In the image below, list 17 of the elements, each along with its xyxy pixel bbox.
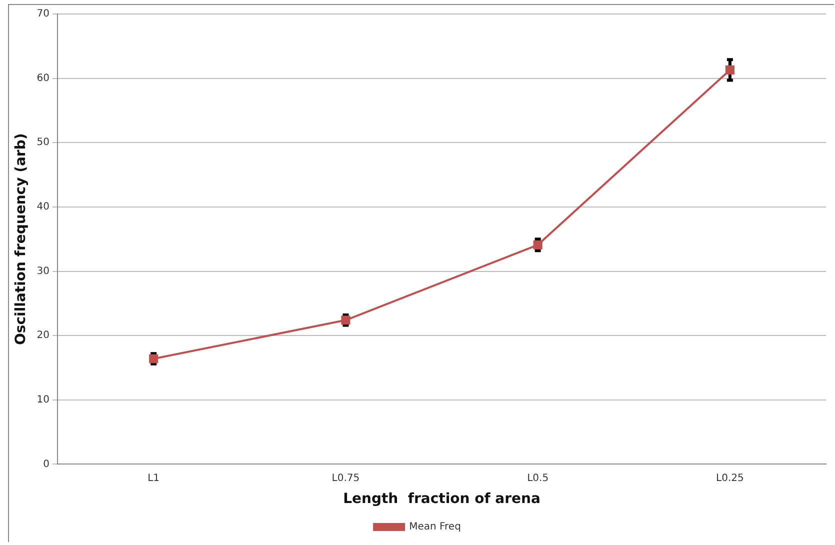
y-tick-label: 30: [36, 266, 50, 277]
x-axis-title: Length fraction of arena: [343, 491, 540, 508]
point: [725, 65, 734, 74]
y-tick-label: 10: [36, 394, 50, 406]
x-tick-label: L0.25: [716, 472, 744, 484]
legend-label: Mean Freq: [409, 522, 461, 533]
point: [533, 240, 542, 250]
x-tick-label: L1: [148, 472, 160, 484]
x-tick-label: L0.5: [527, 472, 549, 484]
x-tick-label: L0.75: [332, 472, 360, 484]
y-tick-label: 40: [36, 202, 50, 213]
y-tick-label: 70: [36, 8, 50, 20]
y-axis-title: Oscillation frequency (arb): [13, 133, 30, 345]
y-tick-label: 60: [36, 72, 50, 84]
y-tick-label: 0: [43, 458, 50, 470]
y-tick-label: 20: [36, 330, 50, 342]
y-tick-label: 50: [36, 137, 50, 148]
